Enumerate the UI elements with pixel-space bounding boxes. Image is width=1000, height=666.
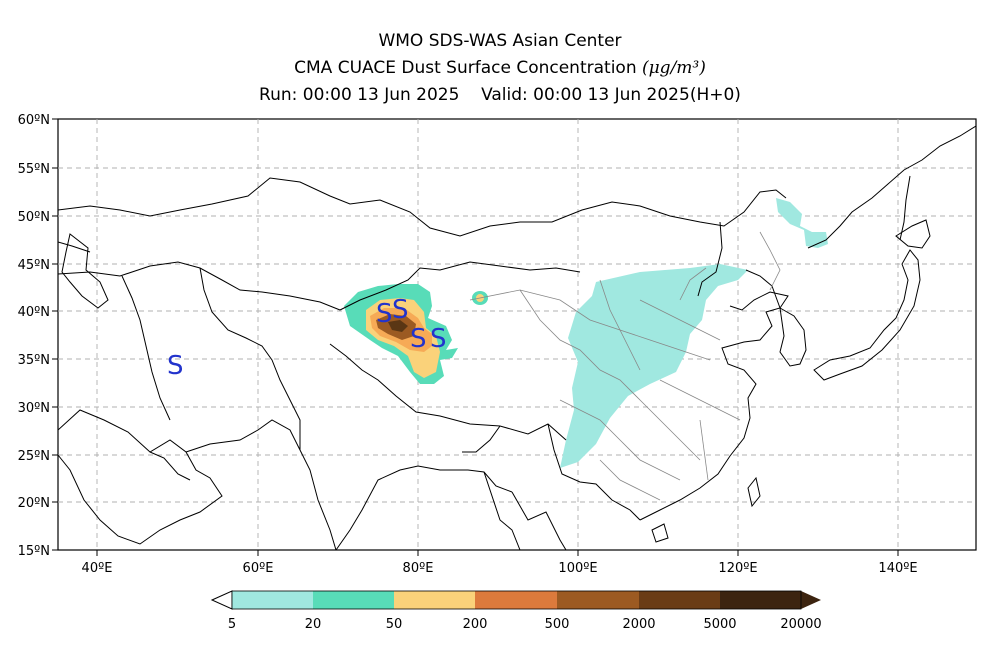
colorbar-tick: 20000 (780, 617, 821, 632)
station-marker: S (376, 299, 393, 329)
colorbar-tick: 5000 (703, 617, 736, 632)
station-marker: S (167, 351, 184, 381)
longitude-labels: 40ºE 60ºE 80ºE 100ºE 120ºE 140ºE (82, 561, 918, 576)
lat-label: 55ºN (18, 162, 50, 177)
colorbar-tick: 200 (463, 617, 488, 632)
station-markers: S S S S S (167, 295, 447, 381)
axis-ticks (52, 118, 899, 556)
lat-label: 40ºN (18, 305, 50, 320)
colorbar-tick: 20 (305, 617, 322, 632)
colorbar-swatch (394, 591, 475, 609)
lon-label: 100ºE (558, 561, 597, 576)
graticule (58, 119, 976, 550)
station-marker: S (410, 324, 427, 354)
title-product: CMA CUACE Dust Surface Concentration (294, 58, 637, 78)
colorbar-swatch (232, 591, 313, 609)
colorbar-upper-arrow (801, 591, 821, 609)
station-marker: S (430, 324, 447, 354)
title-line-2: CMA CUACE Dust Surface Concentration (μg… (0, 58, 1000, 78)
lon-label: 120ºE (718, 561, 757, 576)
lon-label: 60ºE (243, 561, 274, 576)
lat-label: 25ºN (18, 449, 50, 464)
dust-plume-north-china (560, 198, 828, 468)
colorbar: 5 20 50 200 500 2000 5000 20000 (210, 590, 822, 632)
title-line-1: WMO SDS-WAS Asian Center (378, 31, 622, 51)
country-borders (58, 125, 976, 550)
station-marker: S (392, 295, 409, 325)
lat-label: 50ºN (18, 210, 50, 225)
lon-label: 80ºE (403, 561, 434, 576)
colorbar-swatch (720, 591, 801, 609)
colorbar-swatch (557, 591, 639, 609)
colorbar-tick: 2000 (622, 617, 655, 632)
run-time: Run: 00:00 13 Jun 2025 (259, 85, 460, 105)
colorbar-tick-labels: 5 20 50 200 500 2000 5000 20000 (228, 617, 822, 632)
province-borders (469, 231, 781, 501)
colorbar-tick: 5 (228, 617, 236, 632)
lat-label: 60ºN (18, 113, 50, 128)
colorbar-tick: 50 (386, 617, 403, 632)
lat-label: 30ºN (18, 401, 50, 416)
lon-label: 40ºE (82, 561, 113, 576)
lat-label: 45ºN (18, 258, 50, 273)
lon-label: 140ºE (878, 561, 917, 576)
map-frame (57, 118, 977, 551)
title-unit: (μg/m³) (642, 58, 706, 78)
lat-label: 20ºN (18, 496, 50, 511)
colorbar-swatch (313, 591, 394, 609)
colorbar-swatch (639, 591, 720, 609)
latitude-labels: 60ºN 55ºN 50ºN 45ºN 40ºN 35ºN 30ºN 25ºN … (18, 113, 50, 559)
lat-label: 15ºN (18, 544, 50, 559)
valid-time: Valid: 00:00 13 Jun 2025(H+0) (481, 85, 741, 105)
colorbar-swatch (475, 591, 557, 609)
title-line-3: Run: 00:00 13 Jun 2025 Valid: 00:00 13 J… (0, 85, 1000, 105)
colorbar-tick: 500 (545, 617, 570, 632)
lat-label: 35ºN (18, 353, 50, 368)
colorbar-lower-arrow (210, 590, 233, 610)
